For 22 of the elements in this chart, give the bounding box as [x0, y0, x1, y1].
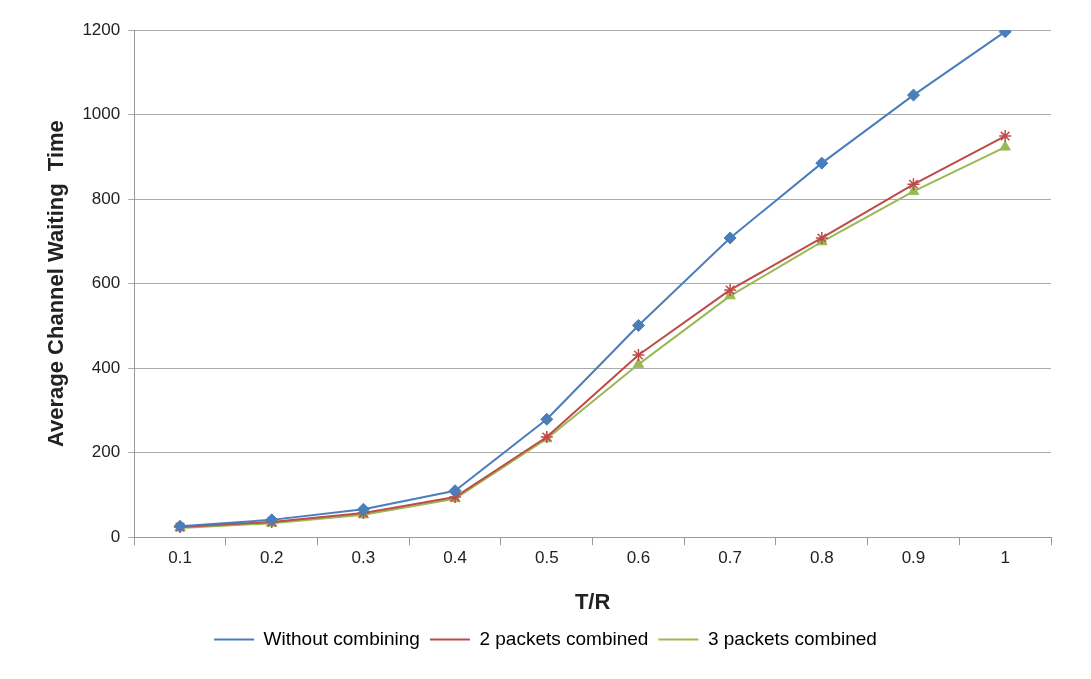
x-tick-label: 0.7 [718, 548, 742, 568]
y-tick-label: 400 [91, 357, 121, 377]
x-tick-label: 0.8 [809, 548, 834, 568]
y-tick-label: 1000 [82, 104, 121, 124]
y-tick-label: 0 [110, 526, 121, 546]
x-axis-title: T/R [574, 588, 611, 614]
x-tick-label: 0.2 [259, 548, 284, 568]
legend-label: Without combining [263, 627, 420, 649]
x-tick-label: 0.3 [351, 548, 376, 568]
y-tick-label: 800 [91, 188, 121, 208]
legend-label: 2 packets combined [479, 627, 649, 649]
y-axis-title: Average Channel Waiting Time [43, 120, 69, 448]
x-tick-label: 0.5 [534, 548, 559, 568]
x-tick-label: 0.1 [168, 548, 192, 568]
x-tick-label: 0.4 [443, 548, 467, 568]
x-tick-label: 0.6 [626, 548, 651, 568]
y-tick-label: 600 [91, 273, 121, 293]
x-tick-label: 0.9 [901, 548, 926, 568]
x-tick-label: 1 [1000, 548, 1010, 568]
y-tick-label: 200 [91, 442, 121, 462]
y-tick-label: 1200 [82, 19, 121, 39]
legend-label: 3 packets combined [707, 627, 877, 649]
